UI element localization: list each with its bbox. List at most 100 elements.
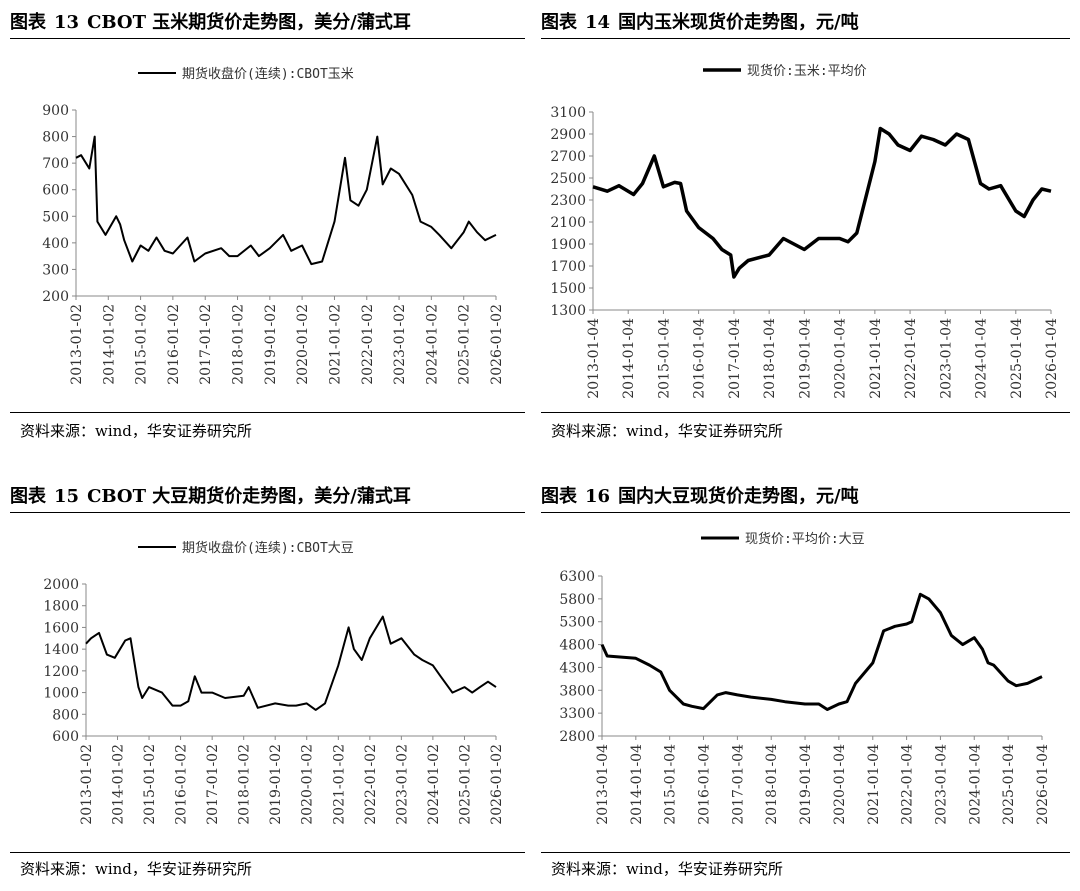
y-tick-label: 300 bbox=[42, 262, 69, 278]
y-tick-label: 800 bbox=[52, 707, 79, 723]
legend: 期货收盘价(连续):CBOT大豆 bbox=[138, 540, 354, 556]
legend-label: 期货收盘价(连续):CBOT大豆 bbox=[182, 540, 354, 556]
legend: 现货价:平均价:大豆 bbox=[701, 531, 865, 547]
y-tick-label: 1700 bbox=[550, 259, 586, 275]
x-tick-label: 2024-01-04 bbox=[967, 744, 983, 825]
x-tick-label: 2016-01-04 bbox=[696, 744, 712, 825]
x-tick-label: 2014-01-02 bbox=[101, 304, 117, 385]
x-tick-label: 2026-01-04 bbox=[1044, 318, 1060, 399]
x-tick-label: 2015-01-04 bbox=[663, 744, 679, 825]
y-tick-label: 1400 bbox=[43, 642, 79, 658]
x-tick-label: 2024-01-02 bbox=[426, 744, 442, 825]
x-tick-label: 2014-01-04 bbox=[621, 318, 637, 399]
y-tick-label: 700 bbox=[42, 156, 69, 172]
y-tick-label: 4800 bbox=[559, 638, 595, 654]
y-tick-label: 3300 bbox=[559, 706, 595, 722]
x-tick-label: 2017-01-02 bbox=[198, 304, 214, 385]
x-tick-label: 2017-01-04 bbox=[727, 318, 743, 399]
y-tick-label: 1800 bbox=[43, 599, 79, 615]
x-tick-label: 2018-01-02 bbox=[231, 304, 247, 385]
x-tick-label: 2016-01-02 bbox=[166, 304, 182, 385]
y-tick-label: 2100 bbox=[550, 215, 586, 231]
bottom-rule bbox=[541, 412, 1070, 413]
x-tick-label: 2014-01-02 bbox=[111, 744, 127, 825]
x-tick-label: 2025-01-02 bbox=[457, 744, 473, 825]
y-tick-label: 3800 bbox=[559, 683, 595, 699]
panel-title: 图表 16 国内大豆现货价走势图，元/吨 bbox=[541, 482, 859, 508]
source-note: 资料来源：wind，华安证券研究所 bbox=[20, 422, 252, 440]
y-tick-label: 1900 bbox=[550, 237, 586, 253]
x-tick-label: 2016-01-04 bbox=[692, 318, 708, 399]
panel-label: 图表 bbox=[10, 12, 46, 33]
x-tick-label: 2017-01-02 bbox=[205, 744, 221, 825]
panel-soybean-futures: 图表 15 CBOT 大豆期货价走势图，美分/蒲式耳 期货收盘价(连续):CBOT大… bbox=[10, 482, 525, 887]
y-tick-label: 5800 bbox=[559, 592, 595, 608]
x-tick-label: 2017-01-04 bbox=[730, 744, 746, 825]
bottom-rule bbox=[10, 412, 525, 413]
x-tick-label: 2024-01-04 bbox=[973, 318, 989, 399]
chart-soybean-spot: 现货价:平均价:大豆 2800 3300 3800 4300 4800 5300 5800 63… bbox=[559, 531, 1051, 825]
x-tick-label: 2022-01-02 bbox=[360, 304, 376, 385]
top-rule bbox=[10, 38, 525, 39]
x-tick-label: 2013-01-02 bbox=[79, 744, 95, 825]
top-rule bbox=[541, 38, 1070, 39]
top-rule bbox=[541, 512, 1070, 513]
y-tick-label: 2900 bbox=[550, 127, 586, 143]
panel-number: 14 bbox=[585, 12, 611, 33]
series-line bbox=[600, 592, 1043, 711]
x-tick-label: 2015-01-02 bbox=[142, 744, 158, 825]
y-tick-label: 900 bbox=[42, 103, 69, 119]
x-tick-label: 2021-01-02 bbox=[331, 744, 347, 825]
y-tick-label: 4300 bbox=[559, 660, 595, 676]
y-tick-label: 1600 bbox=[43, 620, 79, 636]
chart-corn-spot: 现货价:玉米:平均价 1300 1500 1700 1900 2100 2300 2500 27… bbox=[550, 63, 1060, 399]
legend-label: 现货价:平均价:大豆 bbox=[745, 531, 865, 547]
x-tick-label: 2019-01-02 bbox=[263, 304, 279, 385]
x-tick-label: 2025-01-02 bbox=[457, 304, 473, 385]
y-tick-label: 200 bbox=[42, 289, 69, 305]
x-tick-label: 2013-01-02 bbox=[69, 304, 85, 385]
panel-title-text: 国内玉米现货价走势图，元/吨 bbox=[618, 12, 859, 33]
top-rule bbox=[10, 512, 525, 513]
bottom-rule bbox=[541, 852, 1070, 853]
series-line bbox=[85, 615, 497, 711]
x-tick-label: 2026-01-04 bbox=[1035, 744, 1051, 825]
x-tick-label: 2023-01-02 bbox=[392, 304, 408, 385]
y-tick-label: 400 bbox=[42, 236, 69, 252]
bottom-rule bbox=[10, 852, 525, 853]
y-tick-label: 6300 bbox=[559, 569, 595, 585]
x-tick-label: 2014-01-04 bbox=[629, 744, 645, 825]
x-tick-label: 2013-01-04 bbox=[595, 744, 611, 825]
x-tick-label: 2022-01-04 bbox=[903, 318, 919, 399]
y-tick-label: 1500 bbox=[550, 281, 586, 297]
y-tick-label: 600 bbox=[42, 183, 69, 199]
x-tick-label: 2020-01-02 bbox=[300, 744, 316, 825]
legend: 现货价:玉米:平均价 bbox=[703, 63, 867, 79]
x-tick-label: 2023-01-04 bbox=[933, 744, 949, 825]
x-tick-label: 2024-01-02 bbox=[424, 304, 440, 385]
series-line bbox=[75, 135, 497, 266]
panel-title-text: CBOT 大豆期货价走势图，美分/蒲式耳 bbox=[87, 486, 411, 507]
panel-label: 图表 bbox=[541, 12, 577, 33]
x-tick-label: 2021-01-04 bbox=[868, 318, 884, 399]
panel-soybean-spot: 图表 16 国内大豆现货价走势图，元/吨 现货价:平均价:大豆 2800 3300 380… bbox=[541, 482, 1070, 887]
panel-number: 15 bbox=[54, 486, 80, 507]
x-tick-label: 2019-01-02 bbox=[268, 744, 284, 825]
source-note: 资料来源：wind，华安证券研究所 bbox=[551, 422, 783, 440]
panel-title: 图表 13 CBOT 玉米期货价走势图，美分/蒲式耳 bbox=[10, 8, 411, 34]
y-tick-label: 1200 bbox=[43, 664, 79, 680]
x-tick-label: 2019-01-04 bbox=[798, 744, 814, 825]
x-tick-label: 2015-01-02 bbox=[134, 304, 150, 385]
panel-number: 13 bbox=[54, 12, 80, 33]
panel-corn-futures: 图表 13 CBOT 玉米期货价走势图，美分/蒲式耳 期货收盘价(连续):CBOT玉… bbox=[10, 8, 525, 440]
y-tick-label: 5300 bbox=[559, 615, 595, 631]
x-tick-label: 2018-01-04 bbox=[764, 744, 780, 825]
source-note: 资料来源：wind，华安证券研究所 bbox=[20, 860, 252, 878]
y-tick-label: 600 bbox=[52, 729, 79, 745]
x-tick-label: 2025-01-04 bbox=[1009, 318, 1025, 399]
panel-title: 图表 15 CBOT 大豆期货价走势图，美分/蒲式耳 bbox=[10, 482, 411, 508]
legend-label: 期货收盘价(连续):CBOT玉米 bbox=[182, 66, 354, 82]
series-line bbox=[592, 126, 1052, 279]
legend: 期货收盘价(连续):CBOT玉米 bbox=[138, 66, 354, 82]
y-tick-label: 3100 bbox=[550, 105, 586, 121]
